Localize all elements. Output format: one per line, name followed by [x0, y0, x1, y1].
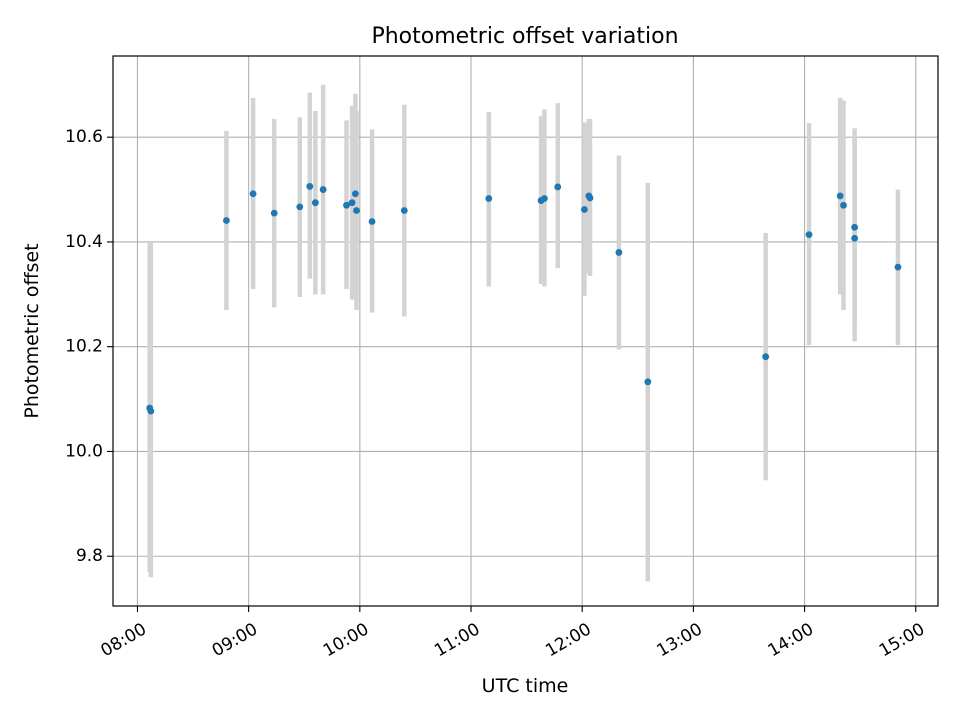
y-tick-label: 9.8 — [76, 546, 103, 566]
data-point — [270, 209, 278, 217]
data-point — [541, 195, 548, 202]
y-tick-label: 10.0 — [65, 441, 103, 461]
x-tick-label: 14:00 — [765, 619, 817, 661]
data-point — [319, 186, 327, 193]
data-point — [351, 190, 359, 198]
x-tick-label: 12:00 — [542, 619, 594, 661]
data-point — [343, 201, 350, 209]
x-tick-label: 10:00 — [320, 619, 372, 661]
data-point — [836, 192, 844, 200]
y-tick-label: 10.2 — [65, 337, 103, 357]
data-point — [249, 190, 257, 198]
data-point — [147, 407, 155, 415]
data-point — [348, 199, 356, 207]
y-axis-label: Photometric offset — [21, 243, 43, 418]
data-point — [353, 207, 360, 214]
x-axis-label: UTC time — [482, 675, 569, 697]
data-point — [311, 199, 319, 207]
data-point — [840, 201, 847, 209]
data-point — [368, 218, 376, 225]
data-point — [615, 249, 623, 256]
point-layer — [146, 183, 902, 415]
data-point — [296, 203, 304, 211]
plot-frame — [112, 55, 939, 607]
data-point — [851, 223, 859, 231]
y-axis-ticks: 9.8 10.0 10.2 10.4 10.6 — [65, 127, 113, 566]
data-point — [894, 263, 902, 271]
data-point — [851, 234, 859, 242]
x-tick-label: 15:00 — [876, 619, 928, 661]
chart-title: Photometric offset variation — [371, 24, 678, 49]
data-point — [581, 206, 588, 213]
data-point — [805, 231, 813, 239]
data-point — [644, 378, 652, 386]
data-point — [400, 207, 408, 214]
x-tick-label: 09:00 — [209, 619, 261, 661]
x-tick-label: 13:00 — [653, 619, 705, 661]
y-tick-label: 10.6 — [65, 127, 103, 147]
data-point — [485, 195, 493, 202]
data-point — [762, 353, 770, 361]
data-point — [306, 183, 314, 190]
x-tick-label: 11:00 — [431, 619, 483, 661]
errorbar-layer — [147, 84, 901, 582]
x-tick-label: 08:00 — [98, 619, 150, 661]
data-point — [554, 183, 562, 191]
y-tick-label: 10.4 — [65, 232, 103, 252]
grid-layer — [113, 56, 938, 606]
data-point — [586, 194, 594, 202]
data-point — [223, 217, 230, 224]
x-axis-ticks: 08:00 09:00 10:00 11:00 12:00 13:00 14:00 15:00 — [98, 606, 928, 661]
